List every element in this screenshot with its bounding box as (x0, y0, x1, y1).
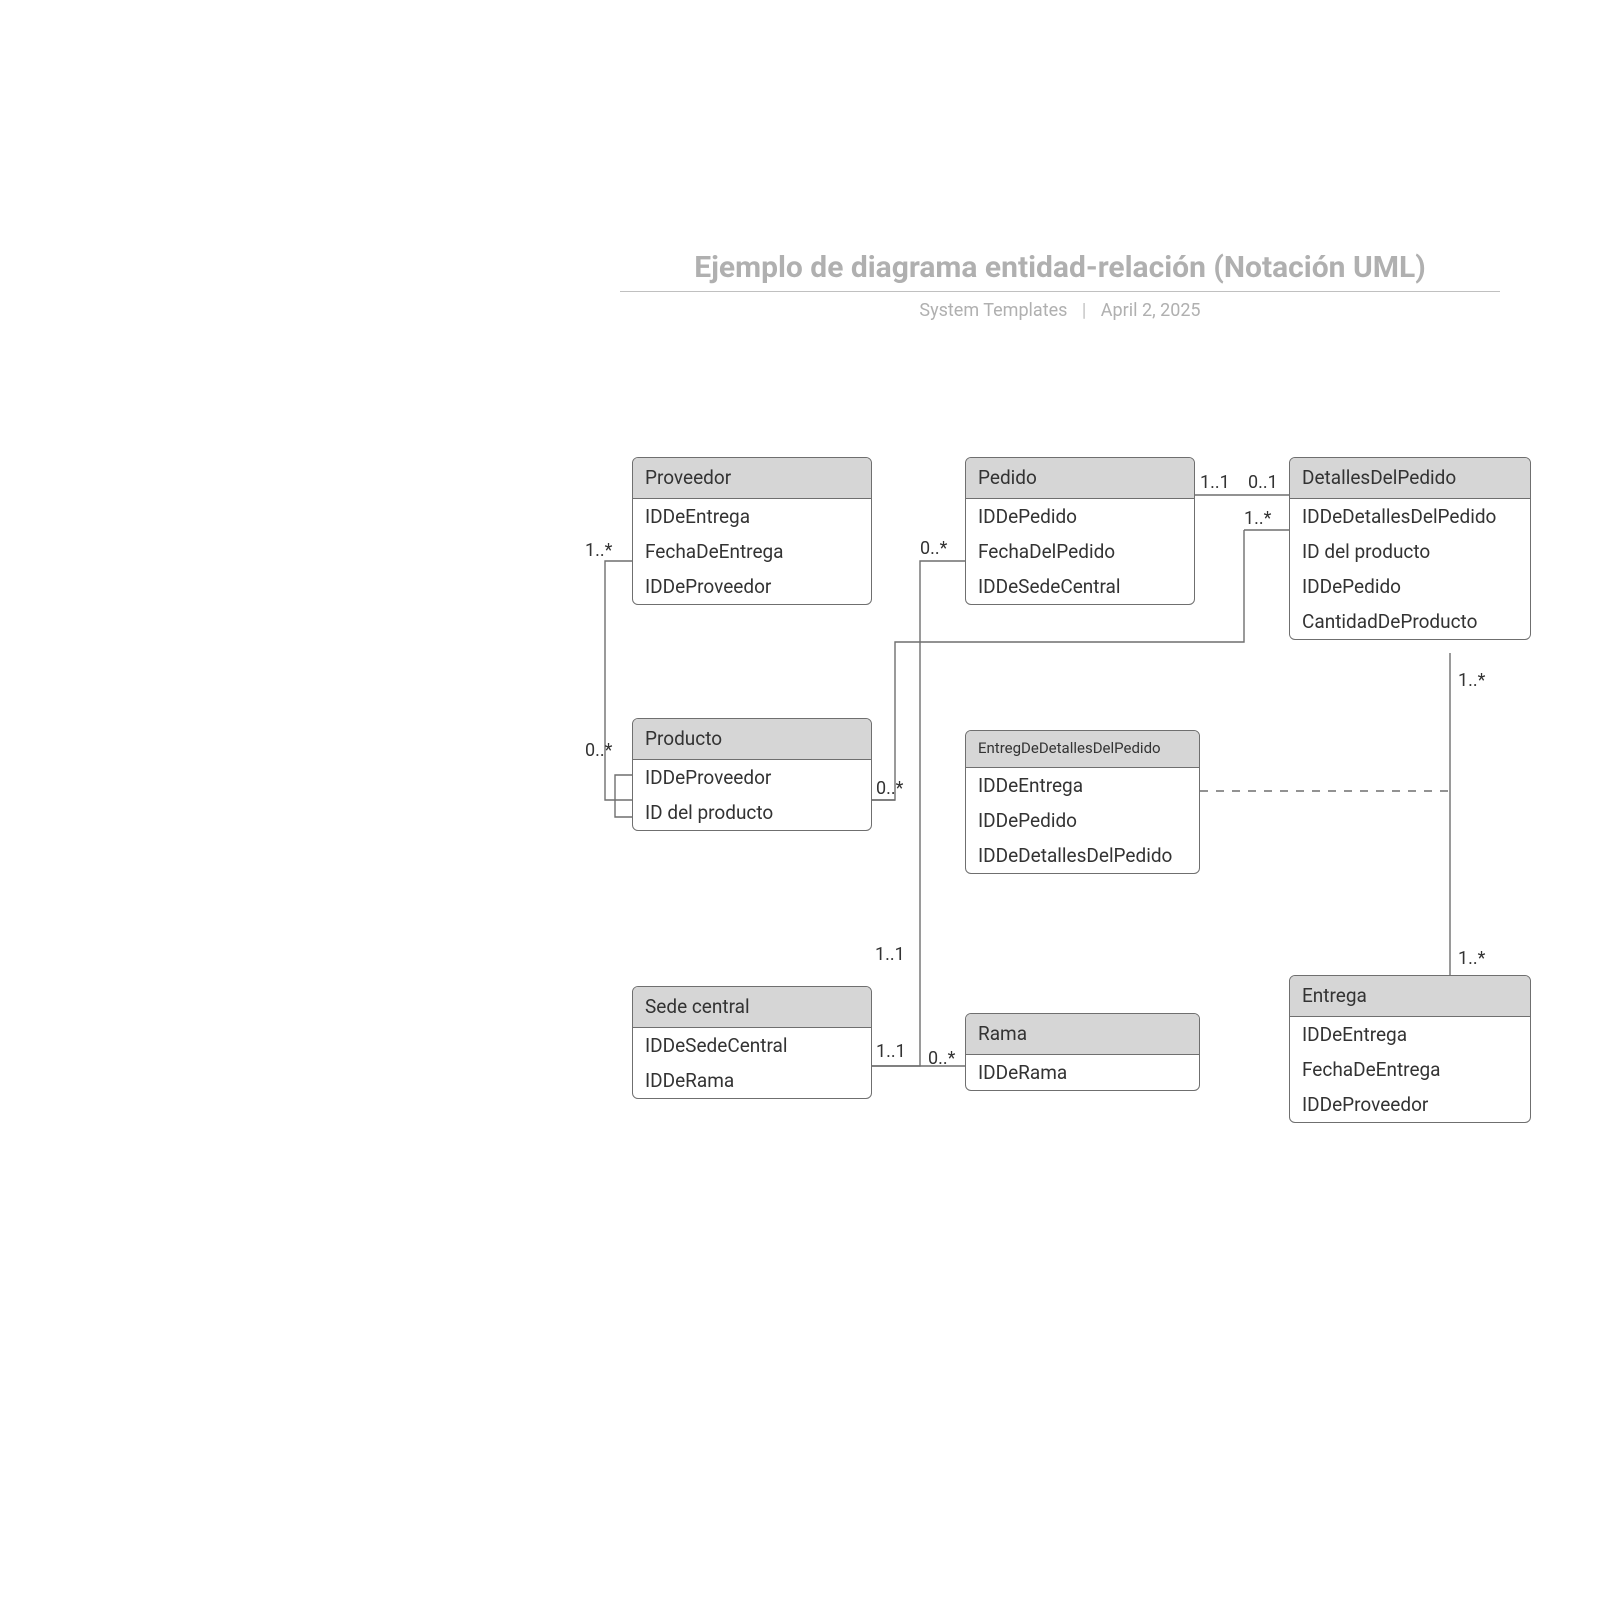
entity-row: IDDeDetallesDelPedido (1290, 499, 1530, 534)
entity-header: Pedido (966, 458, 1194, 499)
cardinality-label: 1..1 (876, 1041, 906, 1062)
entity-pedido: PedidoIDDePedidoFechaDelPedidoIDDeSedeCe… (965, 457, 1195, 605)
entity-row: IDDeProveedor (633, 569, 871, 604)
diagram-title: Ejemplo de diagrama entidad-relación (No… (620, 250, 1500, 285)
entity-row: IDDeEntrega (1290, 1017, 1530, 1052)
entity-row: IDDeDetallesDelPedido (966, 838, 1199, 873)
subtitle-right: April 2, 2025 (1101, 300, 1201, 321)
entity-detalles: DetallesDelPedidoIDDeDetallesDelPedidoID… (1289, 457, 1531, 640)
entity-row: FechaDeEntrega (1290, 1052, 1530, 1087)
entity-header: EntregDeDetallesDelPedido (966, 731, 1199, 768)
diagram-subtitle: System Templates | April 2, 2025 (620, 300, 1500, 321)
diagram-header: Ejemplo de diagrama entidad-relación (No… (620, 250, 1500, 321)
entity-header: Sede central (633, 987, 871, 1028)
entity-row: CantidadDeProducto (1290, 604, 1530, 639)
cardinality-label: 0..* (920, 538, 947, 559)
connector-proveedor-producto-loop (605, 561, 632, 800)
cardinality-label: 1..* (1458, 670, 1485, 691)
entity-row: IDDeProveedor (633, 760, 871, 795)
cardinality-label: 0..* (928, 1048, 955, 1069)
entity-row: IDDePedido (1290, 569, 1530, 604)
entity-proveedor: ProveedorIDDeEntregaFechaDeEntregaIDDePr… (632, 457, 872, 605)
connector-producto-self-small (615, 775, 632, 817)
entity-header: Proveedor (633, 458, 871, 499)
cardinality-label: 1..1 (875, 944, 905, 965)
connector-pedido-left-down-sede (872, 561, 965, 1066)
entity-row: IDDePedido (966, 499, 1194, 534)
entity-row: IDDeSedeCentral (633, 1028, 871, 1063)
entity-rama: RamaIDDeRama (965, 1013, 1200, 1091)
entity-row: ID del producto (633, 795, 871, 830)
entity-entrega: EntregaIDDeEntregaFechaDeEntregaIDDeProv… (1289, 975, 1531, 1123)
entity-sede: Sede centralIDDeSedeCentralIDDeRama (632, 986, 872, 1099)
entity-producto: ProductoIDDeProveedorID del producto (632, 718, 872, 831)
cardinality-label: 0..* (876, 778, 903, 799)
entity-row: IDDeSedeCentral (966, 569, 1194, 604)
cardinality-label: 1..* (1244, 508, 1271, 529)
diagram-rule (620, 291, 1500, 292)
cardinality-label: 1..* (585, 540, 612, 561)
subtitle-left: System Templates (919, 300, 1067, 321)
cardinality-label: 1..1 (1200, 472, 1230, 493)
entity-header: Entrega (1290, 976, 1530, 1017)
entity-row: IDDePedido (966, 803, 1199, 838)
cardinality-label: 0..* (585, 740, 612, 761)
entity-row: ID del producto (1290, 534, 1530, 569)
entity-row: IDDeEntrega (633, 499, 871, 534)
entity-row: IDDeProveedor (1290, 1087, 1530, 1122)
entity-header: Rama (966, 1014, 1199, 1055)
diagram-canvas: Ejemplo de diagrama entidad-relación (No… (0, 0, 1600, 1600)
entity-row: FechaDelPedido (966, 534, 1194, 569)
cardinality-label: 0..1 (1248, 472, 1278, 493)
subtitle-separator: | (1082, 300, 1086, 321)
entity-row: IDDeEntrega (966, 768, 1199, 803)
cardinality-label: 1..* (1458, 948, 1485, 969)
entity-row: IDDeRama (633, 1063, 871, 1098)
entity-header: DetallesDelPedido (1290, 458, 1530, 499)
entity-row: IDDeRama (966, 1055, 1199, 1090)
entity-header: Producto (633, 719, 871, 760)
entity-row: FechaDeEntrega (633, 534, 871, 569)
entity-entregDetalles: EntregDeDetallesDelPedidoIDDeEntregaIDDe… (965, 730, 1200, 874)
